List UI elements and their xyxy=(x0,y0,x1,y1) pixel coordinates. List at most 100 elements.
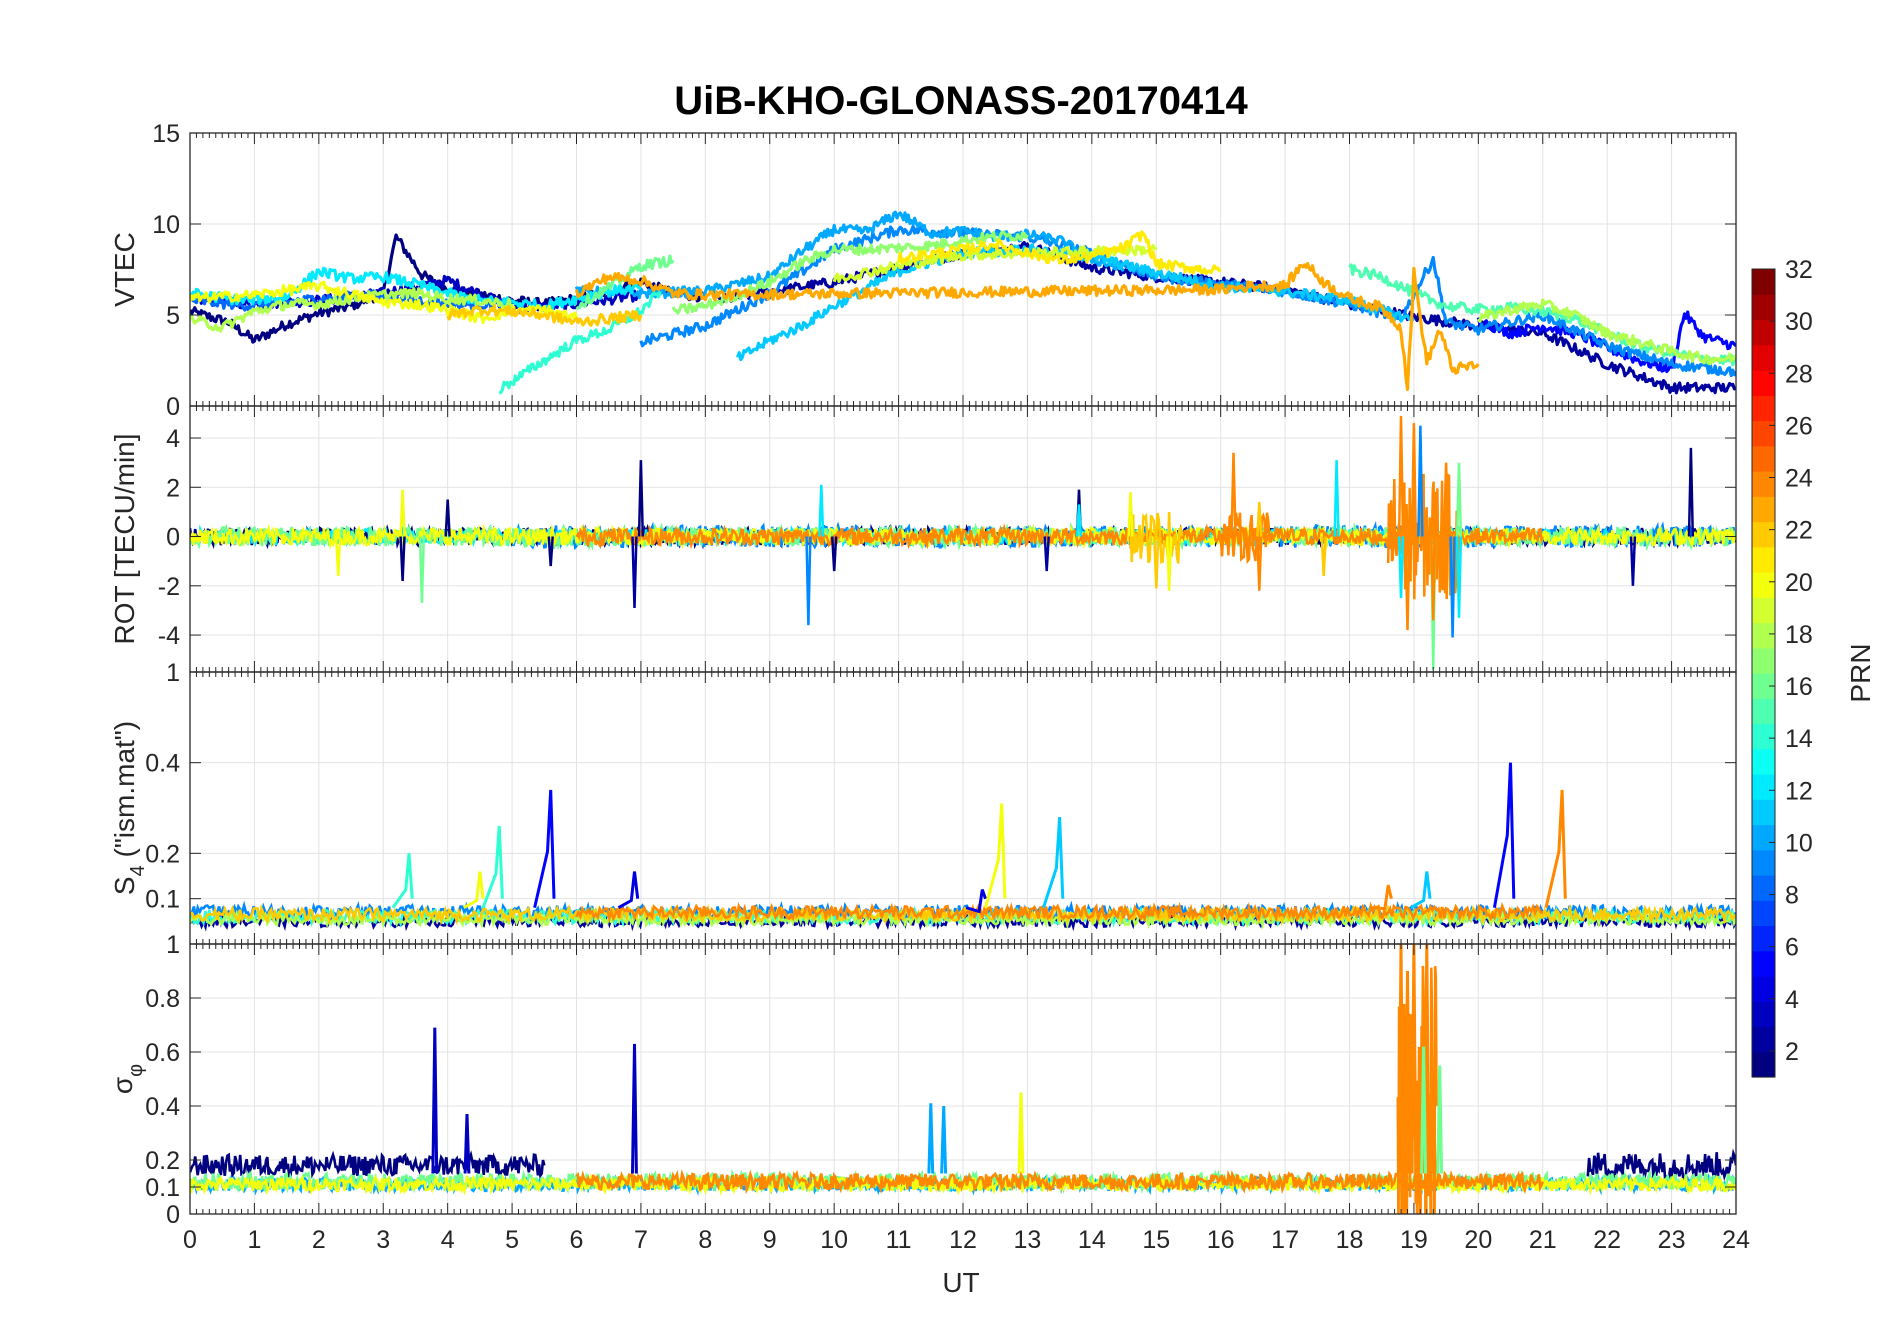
y-label-main: S xyxy=(109,876,140,895)
rot-spike xyxy=(1410,423,1418,537)
colorbar-swatch xyxy=(1752,723,1775,750)
sigphi-series-line xyxy=(190,1150,546,1180)
sigphi-spike xyxy=(927,1103,935,1174)
x-tick-label: 7 xyxy=(634,1226,648,1254)
y-tick-label: 10 xyxy=(152,211,180,239)
colorbar-swatch xyxy=(1752,269,1775,295)
colorbar-tick-label: 32 xyxy=(1785,256,1813,284)
x-tick-label: 20 xyxy=(1464,1226,1492,1254)
colorbar-tick-label: 14 xyxy=(1785,725,1813,753)
colorbar-swatch xyxy=(1752,647,1775,674)
panel-sigphi: 00.10.2 0.4 0.6 0.8 1 σφ xyxy=(107,931,1737,1229)
colorbar-label: PRN xyxy=(1845,643,1876,702)
colorbar-swatch xyxy=(1752,925,1775,952)
panel-s4: 0.1 0.2 0.4 1 S4 ("ism.mat") xyxy=(109,659,1737,945)
colorbar-tick-label: 10 xyxy=(1785,829,1813,857)
colorbar-swatch xyxy=(1752,521,1775,548)
y-tick-label: 0.2 xyxy=(145,1147,180,1175)
y-tick-label: 0.8 xyxy=(145,985,180,1013)
s4-spike xyxy=(617,871,640,910)
panel-plot xyxy=(190,944,1736,1214)
colorbar-swatch xyxy=(1752,597,1775,624)
rot-spike xyxy=(418,536,426,604)
colorbar-tick-label: 26 xyxy=(1785,412,1813,440)
sigphi-spike xyxy=(1397,944,1405,1174)
colorbar-tick-label: 30 xyxy=(1785,308,1813,336)
rot-spike xyxy=(1442,462,1450,537)
rot-spike xyxy=(1397,536,1405,599)
colorbar-tick-label: 4 xyxy=(1785,986,1799,1014)
y-tick-label: 5 xyxy=(166,302,180,330)
y-tick-label: 0 xyxy=(166,1201,180,1229)
colorbar-swatch xyxy=(1752,900,1775,927)
s4-spike xyxy=(533,789,556,909)
sigphi-series-line xyxy=(575,1169,1545,1195)
sigphi-spike xyxy=(1436,1065,1444,1174)
x-tick-label: 18 xyxy=(1336,1226,1364,1254)
panel-plot xyxy=(190,210,1736,395)
rot-spike xyxy=(805,536,812,626)
y-tick-label: 0 xyxy=(166,524,180,552)
x-tick-label: 3 xyxy=(376,1226,390,1254)
rot-spike xyxy=(830,536,838,572)
x-tick-label: 19 xyxy=(1400,1226,1428,1254)
colorbar-swatch xyxy=(1752,976,1775,1002)
rot-spike xyxy=(1455,462,1463,537)
colorbar-swatch xyxy=(1752,319,1775,346)
s4-spike xyxy=(1371,884,1393,911)
x-axis-label: UT xyxy=(942,1267,979,1298)
colorbar-frame xyxy=(1751,268,1776,1078)
rot-spike xyxy=(444,499,451,537)
sigphi-spike xyxy=(1429,1078,1437,1174)
y-tick-label: 0.1 xyxy=(145,1174,180,1202)
sigphi-spike xyxy=(463,1114,471,1174)
rot-spike xyxy=(1127,492,1134,537)
colorbar-swatch xyxy=(1752,849,1775,876)
colorbar-tick-label: 28 xyxy=(1785,360,1813,388)
rot-spike xyxy=(1629,536,1637,586)
colorbar-tick-label: 22 xyxy=(1785,517,1813,545)
rot-spike xyxy=(547,536,554,567)
y-tick-label: -2 xyxy=(158,573,180,601)
panel-grid xyxy=(189,672,1737,944)
panel-rot: -4 -2 0 2 4 ROT [TECU/min] xyxy=(109,405,1737,673)
colorbar-swatch xyxy=(1752,471,1775,497)
s4-spike xyxy=(1409,871,1432,910)
panel-plot xyxy=(190,762,1736,932)
s4-spike xyxy=(481,825,504,909)
colorbar-swatch xyxy=(1752,774,1775,800)
rot-spike xyxy=(637,460,645,537)
colorbar-swatch xyxy=(1752,824,1775,851)
rot-spike xyxy=(1417,425,1424,537)
colorbar-swatch xyxy=(1752,546,1775,573)
s4-spike xyxy=(1042,817,1065,909)
x-tick-label: 10 xyxy=(820,1226,848,1254)
rot-spike xyxy=(399,489,406,537)
colorbar-tick-label: 18 xyxy=(1785,621,1813,649)
panel-plot xyxy=(190,415,1736,670)
panel-x-ticks xyxy=(189,944,1737,1214)
rot-burst-line xyxy=(1129,511,1184,565)
rot-spike xyxy=(631,536,638,609)
colorbar-tick-label: 2 xyxy=(1785,1038,1799,1066)
colorbar-swatch xyxy=(1752,673,1775,699)
colorbar-swatch xyxy=(1752,1051,1775,1078)
y-label-sub: 4 xyxy=(127,865,149,876)
y-tick-label: -4 xyxy=(158,622,180,650)
rot-spike xyxy=(334,536,342,576)
colorbar-swatch xyxy=(1752,370,1775,396)
colorbar-tick-label: 12 xyxy=(1785,777,1813,805)
y-tick-label: 0.4 xyxy=(145,750,180,778)
sigphi-spike xyxy=(940,1105,948,1174)
rot-spike xyxy=(399,536,406,581)
sigphi-spike xyxy=(1410,944,1418,1174)
panel-x-ticks xyxy=(189,406,1737,672)
colorbar-swatch xyxy=(1752,572,1775,598)
x-tick-label: 21 xyxy=(1529,1226,1557,1254)
x-tick-label: 6 xyxy=(570,1226,584,1254)
colorbar-swatch xyxy=(1752,395,1775,422)
colorbar-swatch xyxy=(1752,294,1775,321)
colorbar-swatch xyxy=(1752,748,1775,775)
